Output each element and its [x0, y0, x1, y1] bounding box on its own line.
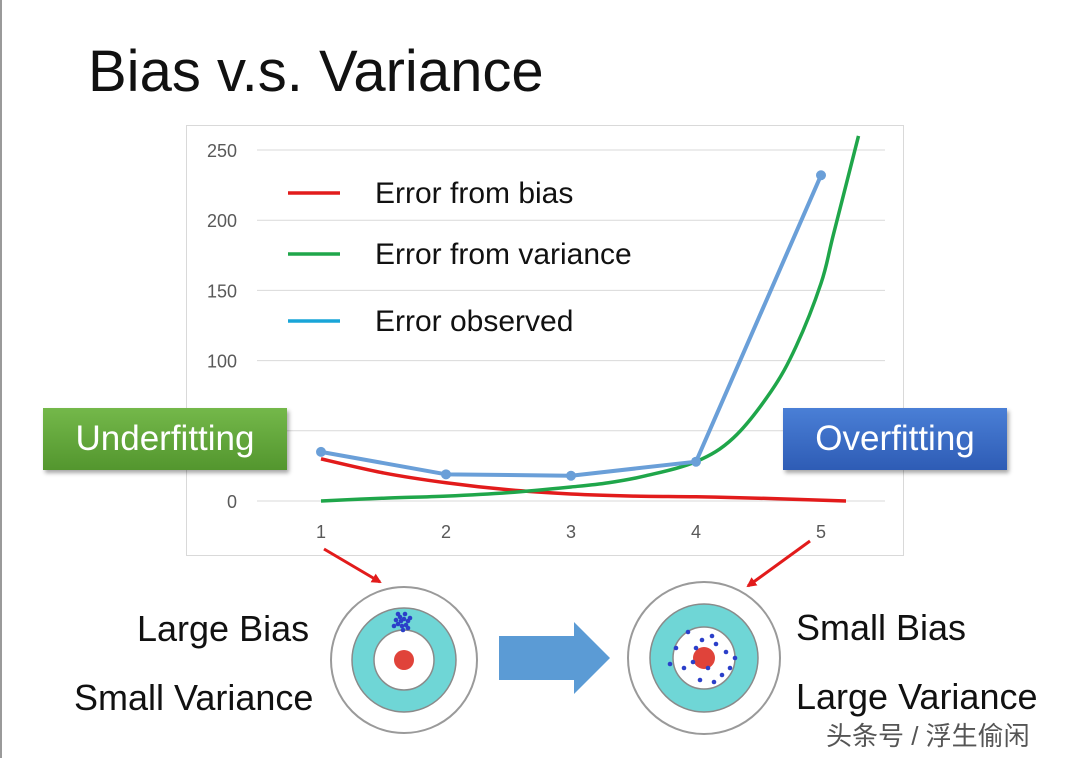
- x-tick-label: 1: [316, 522, 326, 542]
- y-tick-label: 100: [207, 352, 237, 372]
- x-tick-label: 5: [816, 522, 826, 542]
- chart-area: 05010015020025012345Error from biasError…: [186, 125, 904, 556]
- data-point-observed: [816, 170, 826, 181]
- overfitting-label: Overfitting: [783, 408, 1007, 470]
- right-target-icon: [627, 581, 781, 735]
- x-tick-label: 3: [566, 522, 576, 542]
- right-caption-variance: Large Variance: [796, 676, 1038, 717]
- data-point-observed: [691, 456, 701, 467]
- slide-title: Bias v.s. Variance: [88, 39, 544, 104]
- right-caption-bias: Small Bias: [796, 607, 967, 648]
- left-caption-variance: Small Variance: [74, 677, 314, 718]
- data-point-observed: [566, 470, 576, 481]
- y-tick-label: 150: [207, 281, 237, 301]
- y-tick-label: 200: [207, 211, 237, 231]
- series-line-bias: [320, 457, 847, 503]
- series-line-variance: [320, 135, 861, 503]
- data-point-observed: [316, 446, 326, 457]
- left-target-icon: [330, 586, 478, 734]
- x-tick-label: 2: [441, 522, 451, 542]
- x-tick-label: 4: [691, 522, 701, 542]
- legend-label: Error observed: [375, 305, 573, 338]
- y-tick-label: 250: [207, 141, 237, 161]
- line-chart: 05010015020025012345Error from biasError…: [207, 135, 885, 542]
- y-tick-label: 0: [227, 492, 237, 512]
- left-caption-bias: Large Bias: [137, 608, 310, 649]
- data-point-observed: [441, 469, 451, 480]
- watermark: 头条号 / 浮生偷闲: [826, 721, 1030, 751]
- underfitting-label: Underfitting: [43, 408, 287, 470]
- slide-edge: [0, 0, 2, 758]
- legend-label: Error from variance: [375, 238, 632, 271]
- legend-label: Error from bias: [375, 177, 573, 210]
- transition-arrow: [499, 622, 610, 694]
